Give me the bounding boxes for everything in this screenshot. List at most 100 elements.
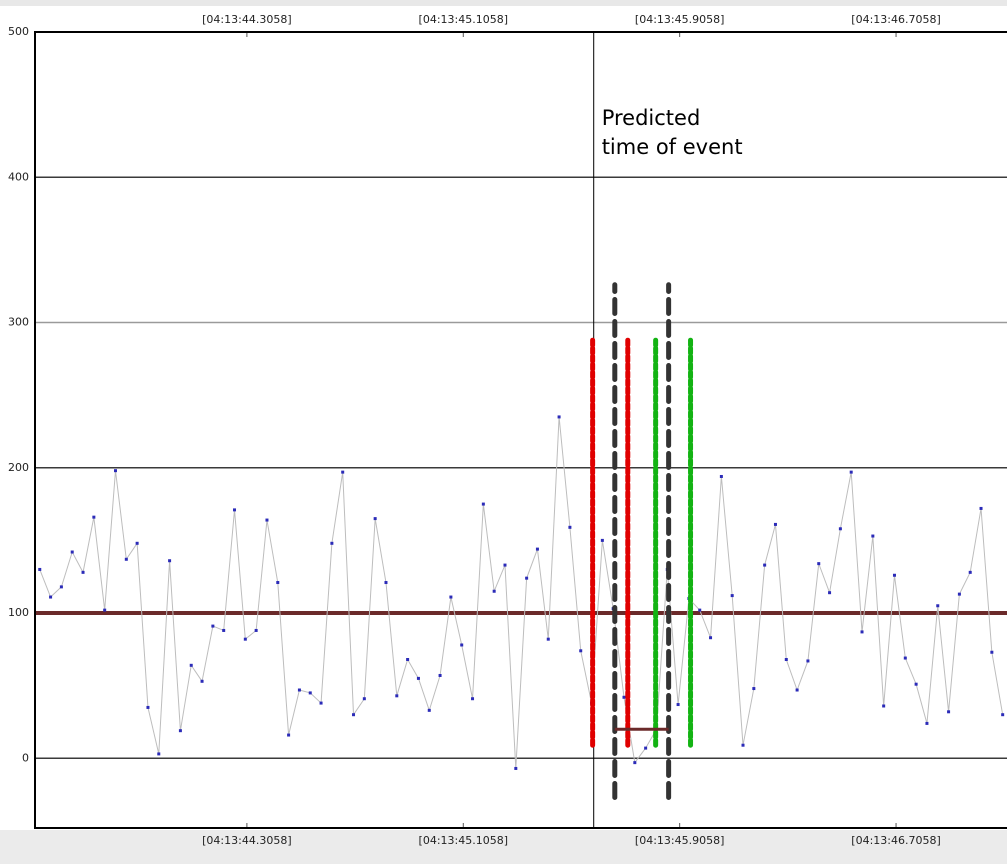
- data-point: [925, 721, 929, 725]
- data-point: [59, 585, 63, 589]
- series-line: [39, 416, 1004, 769]
- data-point: [579, 649, 583, 653]
- data-point: [936, 604, 940, 608]
- data-point: [947, 710, 951, 714]
- data-point: [709, 636, 713, 640]
- data-point: [514, 766, 518, 770]
- data-point: [222, 628, 226, 632]
- data-point: [752, 687, 756, 691]
- data-point: [741, 743, 745, 747]
- data-point: [773, 522, 777, 526]
- y-tick-label: 300: [8, 316, 29, 329]
- plot-border: [34, 31, 1007, 829]
- data-point: [979, 506, 983, 510]
- data-point: [892, 573, 896, 577]
- data-point: [124, 557, 128, 561]
- data-point: [265, 518, 269, 522]
- y-tick-label: 200: [8, 461, 29, 474]
- x-tick-label-bottom: [04:13:45.9058]: [635, 834, 724, 847]
- data-point: [189, 663, 193, 667]
- data-point: [644, 746, 648, 750]
- data-point: [233, 508, 237, 512]
- data-point: [243, 637, 247, 641]
- x-tick-label-bottom: [04:13:44.3058]: [202, 834, 291, 847]
- data-point: [254, 628, 258, 632]
- data-point: [838, 527, 842, 531]
- data-point: [471, 697, 475, 701]
- data-point: [622, 695, 626, 699]
- data-point: [352, 713, 356, 717]
- data-point: [287, 733, 291, 737]
- data-point: [38, 567, 42, 571]
- data-point: [968, 570, 972, 574]
- x-tick-label-top: [04:13:46.7058]: [851, 13, 940, 26]
- data-point: [70, 550, 74, 554]
- data-point: [92, 515, 96, 519]
- data-point: [481, 502, 485, 506]
- bottom-strip: [0, 830, 1007, 864]
- data-point: [135, 541, 139, 545]
- data-point: [503, 563, 507, 567]
- data-point: [395, 694, 399, 698]
- x-tick-label-top: [04:13:44.3058]: [202, 13, 291, 26]
- y-tick-label: 0: [22, 751, 29, 764]
- data-point: [557, 415, 561, 419]
- data-point: [806, 659, 810, 663]
- data-point: [297, 688, 301, 692]
- data-point: [730, 594, 734, 598]
- y-tick-label: 500: [8, 25, 29, 38]
- data-point: [957, 592, 961, 596]
- data-point: [168, 559, 172, 563]
- data-point: [784, 658, 788, 662]
- data-point: [449, 595, 453, 599]
- x-tick-label-top: [04:13:45.9058]: [635, 13, 724, 26]
- data-point: [438, 673, 442, 677]
- data-point: [698, 608, 702, 612]
- data-point: [427, 708, 431, 712]
- data-point: [817, 562, 821, 566]
- data-point: [373, 517, 377, 521]
- y-tick-label: 400: [8, 170, 29, 183]
- data-point: [460, 643, 464, 647]
- data-point: [384, 581, 388, 585]
- data-point: [157, 752, 161, 756]
- data-point: [676, 703, 680, 707]
- data-point: [200, 679, 204, 683]
- data-point: [103, 608, 107, 612]
- data-point: [903, 656, 907, 660]
- data-point: [535, 547, 539, 551]
- data-point: [600, 538, 604, 542]
- data-point: [828, 591, 832, 595]
- data-point: [492, 589, 496, 593]
- y-tick-label: 100: [8, 606, 29, 619]
- x-tick-label-top: [04:13:45.1058]: [419, 13, 508, 26]
- data-point: [719, 474, 723, 478]
- data-point: [990, 650, 994, 654]
- data-point: [416, 676, 420, 680]
- data-point: [319, 701, 323, 705]
- data-point: [211, 624, 215, 628]
- data-point: [633, 761, 637, 765]
- data-point: [276, 581, 280, 585]
- data-point: [1001, 713, 1005, 717]
- data-point: [49, 595, 53, 599]
- data-point: [795, 688, 799, 692]
- event-annotation: time of event: [602, 135, 743, 159]
- data-point: [871, 534, 875, 538]
- top-strip: [0, 0, 1007, 6]
- data-point: [178, 729, 182, 733]
- x-tick-label-bottom: [04:13:46.7058]: [851, 834, 940, 847]
- data-point: [362, 697, 366, 701]
- data-point: [308, 691, 312, 695]
- data-point: [341, 470, 345, 474]
- data-point: [546, 637, 550, 641]
- data-point: [763, 563, 767, 567]
- event-annotation: Predicted: [602, 106, 701, 130]
- x-tick-label-bottom: [04:13:45.1058]: [419, 834, 508, 847]
- data-point: [81, 570, 85, 574]
- data-point: [914, 682, 918, 686]
- data-point: [849, 470, 853, 474]
- data-point: [568, 525, 572, 529]
